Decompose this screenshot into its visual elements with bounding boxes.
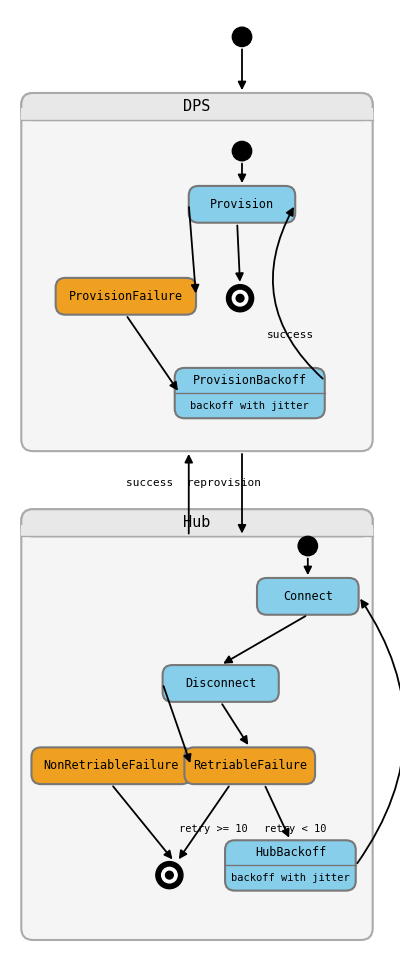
Circle shape (226, 285, 254, 312)
Circle shape (232, 291, 248, 306)
Text: success: success (267, 330, 314, 340)
FancyBboxPatch shape (189, 186, 295, 223)
Circle shape (236, 295, 244, 302)
Text: retry < 10: retry < 10 (264, 823, 326, 834)
Circle shape (298, 537, 318, 556)
Text: backoff with jitter: backoff with jitter (190, 400, 309, 410)
Text: Connect: Connect (283, 590, 333, 603)
Circle shape (232, 27, 252, 47)
FancyBboxPatch shape (21, 509, 373, 537)
Text: success  reprovision: success reprovision (126, 478, 261, 488)
Polygon shape (21, 109, 373, 121)
Text: HubBackoff: HubBackoff (255, 847, 326, 859)
Circle shape (156, 861, 183, 888)
Text: DPS: DPS (183, 99, 211, 114)
FancyBboxPatch shape (21, 93, 373, 121)
FancyBboxPatch shape (225, 840, 356, 890)
Text: backoff with jitter: backoff with jitter (231, 873, 350, 883)
FancyBboxPatch shape (56, 278, 196, 315)
Circle shape (232, 141, 252, 160)
FancyBboxPatch shape (32, 747, 191, 784)
FancyBboxPatch shape (21, 93, 373, 451)
FancyBboxPatch shape (163, 665, 279, 702)
Text: Disconnect: Disconnect (185, 677, 256, 690)
FancyBboxPatch shape (21, 509, 373, 940)
Text: Hub: Hub (183, 515, 211, 531)
Text: ProvisionFailure: ProvisionFailure (69, 290, 183, 302)
Circle shape (166, 871, 173, 879)
Text: Provision: Provision (210, 198, 274, 211)
FancyBboxPatch shape (175, 368, 325, 418)
FancyBboxPatch shape (257, 578, 359, 614)
Text: RetriableFailure: RetriableFailure (193, 759, 307, 772)
Text: ProvisionBackoff: ProvisionBackoff (193, 374, 307, 387)
Circle shape (162, 867, 177, 883)
Text: retry >= 10: retry >= 10 (178, 823, 247, 834)
Text: NonRetriableFailure: NonRetriableFailure (44, 759, 179, 772)
Polygon shape (21, 525, 373, 537)
FancyBboxPatch shape (184, 747, 315, 784)
